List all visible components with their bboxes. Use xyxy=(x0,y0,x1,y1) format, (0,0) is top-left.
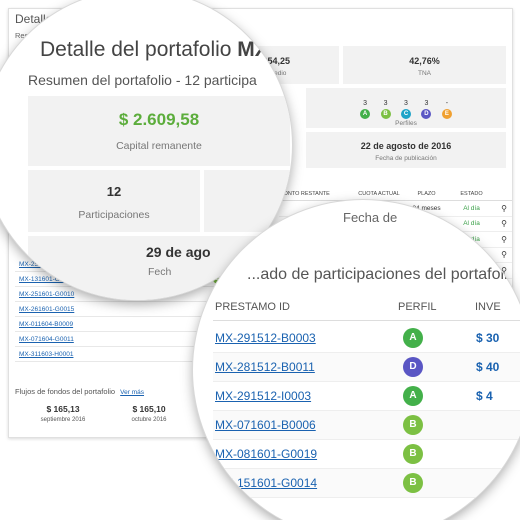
participation-list-row: MX-081601-G0019 B xyxy=(213,440,520,469)
loan-id-link[interactable]: MX-291512-I0003 xyxy=(215,389,312,403)
magnified-portfolio-id: MX-2 xyxy=(237,38,288,61)
col-remaining: MONTO RESTANTE xyxy=(279,190,330,197)
participation-list-row: MX-291512-I0003 A $ 4 xyxy=(213,382,520,411)
col-term: PLAZO xyxy=(417,190,436,197)
participation-list-row: MX-071601-B0006 B xyxy=(213,411,520,440)
grade-badge: D xyxy=(403,357,423,377)
search-icon[interactable]: ⚲ xyxy=(501,219,507,229)
participations-value: 12 xyxy=(106,184,122,199)
grade-badge: A xyxy=(403,386,423,406)
participation-list-row: MX-281512-B0011 D $ 40 xyxy=(213,353,520,382)
participation-list-row: MX-151601-G0014 B xyxy=(213,469,520,498)
participations-label: Participaciones xyxy=(78,209,150,221)
cash-flow-month: septiembre 2016 xyxy=(40,417,86,423)
participations-card: 12 Participaciones xyxy=(28,170,200,232)
grade-e-badge: E xyxy=(441,109,452,119)
cash-flow-item: $ 165,10 octubre 2016 xyxy=(109,404,189,423)
publication-date-value: 22 de agosto de 2016 xyxy=(360,141,452,151)
cash-flows-heading: Flujos de fondos del portafolio xyxy=(15,387,116,396)
col-status: ESTADO xyxy=(460,190,483,197)
cash-flow-month: octubre 2016 xyxy=(131,417,167,423)
capital-value: $ 2.609,58 xyxy=(118,110,200,129)
col-loan-id: PRESTAMO ID xyxy=(215,301,290,313)
stat-publication-date: 22 de agosto de 2016 Fecha de publicació… xyxy=(305,131,507,169)
magnified-date-label: Fecha de xyxy=(343,210,398,225)
grade-badge: B xyxy=(403,473,423,493)
grade-badge: B xyxy=(403,444,423,464)
investment-value: $ 4 xyxy=(476,389,493,403)
stat-tna-value: 42,76% xyxy=(409,56,440,66)
loan-id-link[interactable]: MX-011604-B0009 xyxy=(19,320,74,328)
investment-value: $ 40 xyxy=(476,360,500,374)
stat-average-value: $ 254,25 xyxy=(254,56,291,66)
grade-b-badge: B xyxy=(380,109,391,119)
rating-e: -E xyxy=(441,100,452,119)
participations-list-header: PRESTAMO ID PERFIL INVE xyxy=(213,297,520,321)
loans-table-header: MONTO RESTANTE CUOTA ACTUAL PLAZO ESTADO xyxy=(279,187,512,201)
status-cell: Al día xyxy=(463,220,480,228)
capital-label: Capital remanente xyxy=(116,140,202,152)
capital-card: $ 2.609,58 Capital remanente xyxy=(28,96,290,166)
see-more-link[interactable]: Ver más xyxy=(120,389,145,396)
participation-list-row: MX-291512-B0003 A $ 30 xyxy=(213,324,520,353)
cash-flows-title: Flujos de fondos del portafolio Ver más xyxy=(15,387,144,396)
loan-id-link[interactable]: MX-261601-G0015 xyxy=(19,305,75,313)
magnified-summary-subtitle: Resumen del portafolio - 12 participa xyxy=(28,72,257,88)
cash-flow-item: $ 165,13 septiembre 2016 xyxy=(23,404,103,423)
search-icon[interactable]: ⚲ xyxy=(501,265,507,275)
loan-id-link[interactable]: MX-281512-B0011 xyxy=(215,360,315,374)
loan-id-link[interactable]: MX-071601-B0006 xyxy=(215,418,316,432)
ratings-label: Perfiles xyxy=(395,120,417,127)
grade-badge: B xyxy=(403,415,423,435)
loan-id-link[interactable]: MX-291512-B0003 xyxy=(215,331,316,345)
magnified-page-title: Detalle del portafolio MX-2 xyxy=(40,38,288,61)
col-installment: CUOTA ACTUAL xyxy=(358,190,400,197)
col-investment: INVE xyxy=(475,301,501,313)
col-profile: PERFIL xyxy=(398,301,437,313)
date-value: 29 de ago xyxy=(146,244,211,260)
participations-magnifier: Fecha de ...ado de participaciones del p… xyxy=(193,200,520,520)
loan-id-link[interactable]: MX-081601-G0019 xyxy=(215,447,318,461)
loan-id-link[interactable]: MX-071604-G0011 xyxy=(19,335,74,343)
search-icon[interactable]: ⚲ xyxy=(501,203,507,213)
loan-id-link[interactable]: MX-311603-H0001 xyxy=(19,350,74,358)
cash-flow-amount: $ 165,13 xyxy=(46,404,80,414)
stat-tna: 42,76% TNA xyxy=(342,45,507,85)
publication-date-label: Fecha de publicación xyxy=(375,155,437,162)
grade-badge: A xyxy=(403,328,423,348)
grade-a-badge: A xyxy=(360,109,371,119)
status-cell: Al día xyxy=(463,204,480,212)
date-label: Fech xyxy=(148,266,172,278)
search-icon[interactable]: ⚲ xyxy=(501,250,507,260)
grade-d-badge: D xyxy=(421,109,432,119)
participations-list-title: ...ado de participaciones del portafolio xyxy=(247,266,517,283)
summary-magnifier: Detalle del portafolio MX-2 Resumen del … xyxy=(0,0,292,300)
grade-c-badge: C xyxy=(401,109,411,119)
investment-value: $ 30 xyxy=(476,331,500,345)
term-cell: 24 meses xyxy=(412,204,441,212)
search-icon[interactable]: ⚲ xyxy=(501,234,507,244)
loan-id-link[interactable]: MX-151601-G0014 xyxy=(215,476,318,490)
cash-flow-amount: $ 165,10 xyxy=(132,404,166,414)
stat-tna-label: TNA xyxy=(418,70,431,77)
